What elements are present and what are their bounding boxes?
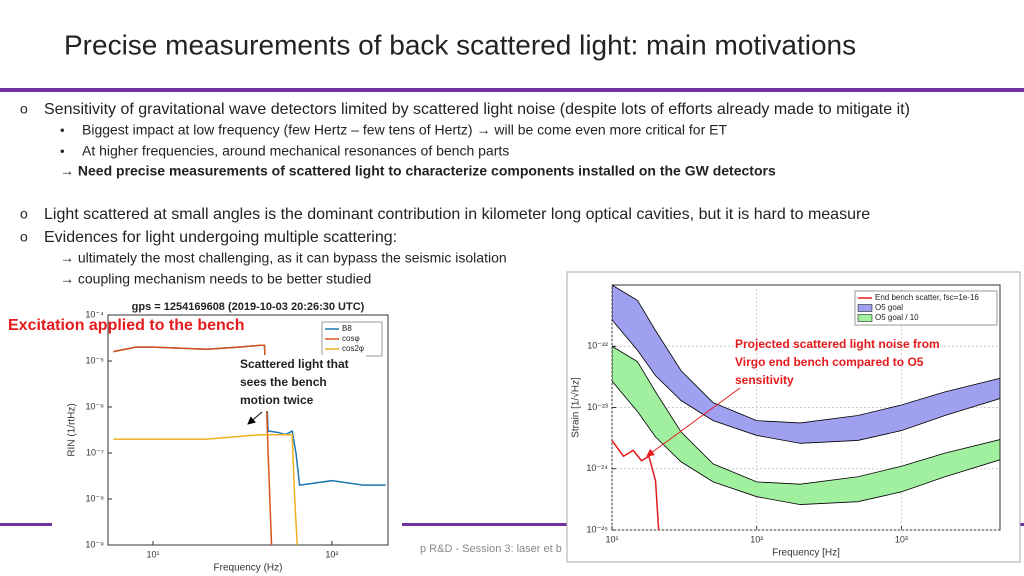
y-axis-label: RIN (1/rtHz) (67, 403, 78, 456)
arrow (247, 411, 263, 425)
y-tick-label: 10⁻⁵ (86, 355, 105, 365)
y-tick-label: 10⁻²³ (587, 402, 608, 412)
sub-marker: • (60, 122, 65, 137)
plot: 10¹ 10² 10⁻⁹ 10⁻⁸ 10⁻⁷ 10⁻⁶ 10⁻⁵ 10⁻⁴ gps = 1254… (67, 301, 389, 574)
x-tick-label: 10² (325, 549, 338, 559)
series-group (612, 285, 1000, 530)
sub-marker: • (60, 143, 65, 158)
conclusion: → Need precise measurements of scattered… (60, 163, 776, 179)
sub-bullet: At higher frequencies, around mechanical… (82, 143, 509, 159)
y-tick-label: 10⁻⁴ (85, 309, 104, 319)
legend-label: O5 goal / 10 (875, 313, 919, 322)
slide-title: Precise measurements of back scattered l… (64, 29, 856, 60)
annotation: Projected scattered light noise from (735, 337, 940, 351)
y-tick-label: 10⁻⁶ (86, 401, 105, 411)
annotation: Virgo end bench compared to O5 (735, 355, 924, 369)
legend-swatch (857, 314, 873, 322)
plot: 10¹ 10² 10³ 10⁻²⁵ 10⁻²⁴ 10⁻²³ 10⁻²² Frequency [… (570, 284, 1001, 559)
x-axis-label: Frequency [Hz] (772, 548, 840, 559)
x-tick-label: 10³ (895, 534, 908, 544)
annotation: sensitivity (735, 373, 794, 387)
y-tick-label: 10⁻⁷ (86, 447, 104, 457)
plot-title: gps = 1254169608 (2019-10-03 20:26:30 UT… (132, 301, 365, 313)
annotation: motion twice (240, 393, 314, 407)
legend-label: End bench scatter, fsc=1e-16 (875, 293, 979, 302)
series-line (113, 433, 298, 545)
annotation: sees the bench (240, 375, 327, 389)
y-tick-label: 10⁻²⁴ (586, 463, 608, 473)
bullet-marker: o (20, 206, 28, 222)
x-tick-label: 10¹ (605, 534, 618, 544)
arrow (646, 387, 741, 457)
x-tick-label: 10¹ (147, 549, 160, 559)
x-tick-label: 10² (750, 534, 763, 544)
title-rule (0, 88, 1024, 92)
y-tick-label: 10⁻⁹ (85, 539, 104, 549)
series-group (113, 344, 386, 545)
x-axis-label: Frequency (Hz) (214, 563, 283, 574)
footer-rule (0, 523, 1024, 526)
legend-label: cosφ (342, 334, 360, 343)
annotation: Scattered light that (240, 357, 349, 371)
legend-label: O5 goal (875, 303, 903, 312)
note: → coupling mechanism needs to be better … (60, 271, 371, 287)
bullet: Sensitivity of gravitational wave detect… (44, 101, 910, 118)
y-tick-label: 10⁻²² (587, 341, 608, 351)
annotation-bg (236, 355, 366, 411)
legend-label: cos2φ (342, 344, 364, 353)
series-line (612, 439, 660, 530)
legend-label: B8 (342, 324, 352, 333)
band (612, 345, 1000, 505)
legend-box (854, 290, 998, 326)
sub-bullet: Biggest impact at low frequency (few Her… (82, 122, 727, 138)
bullet: Light scattered at small angles is the d… (44, 206, 870, 223)
y-axis-label: Strain [1/√Hz] (570, 377, 582, 438)
footer: p R&D - Session 3: laser et b (420, 543, 562, 555)
y-tick-label: 10⁻²⁵ (587, 524, 609, 534)
series-line (113, 344, 273, 545)
annotation: Excitation applied to the bench (8, 317, 244, 334)
bullet-marker: o (20, 101, 28, 117)
bullet-marker: o (20, 229, 28, 245)
bullet: Evidences for light undergoing multiple … (44, 229, 397, 246)
legend-swatch (857, 304, 873, 312)
y-tick-label: 10⁻⁸ (85, 493, 104, 503)
band (612, 285, 1000, 444)
note: → ultimately the most challenging, as it… (60, 250, 507, 266)
